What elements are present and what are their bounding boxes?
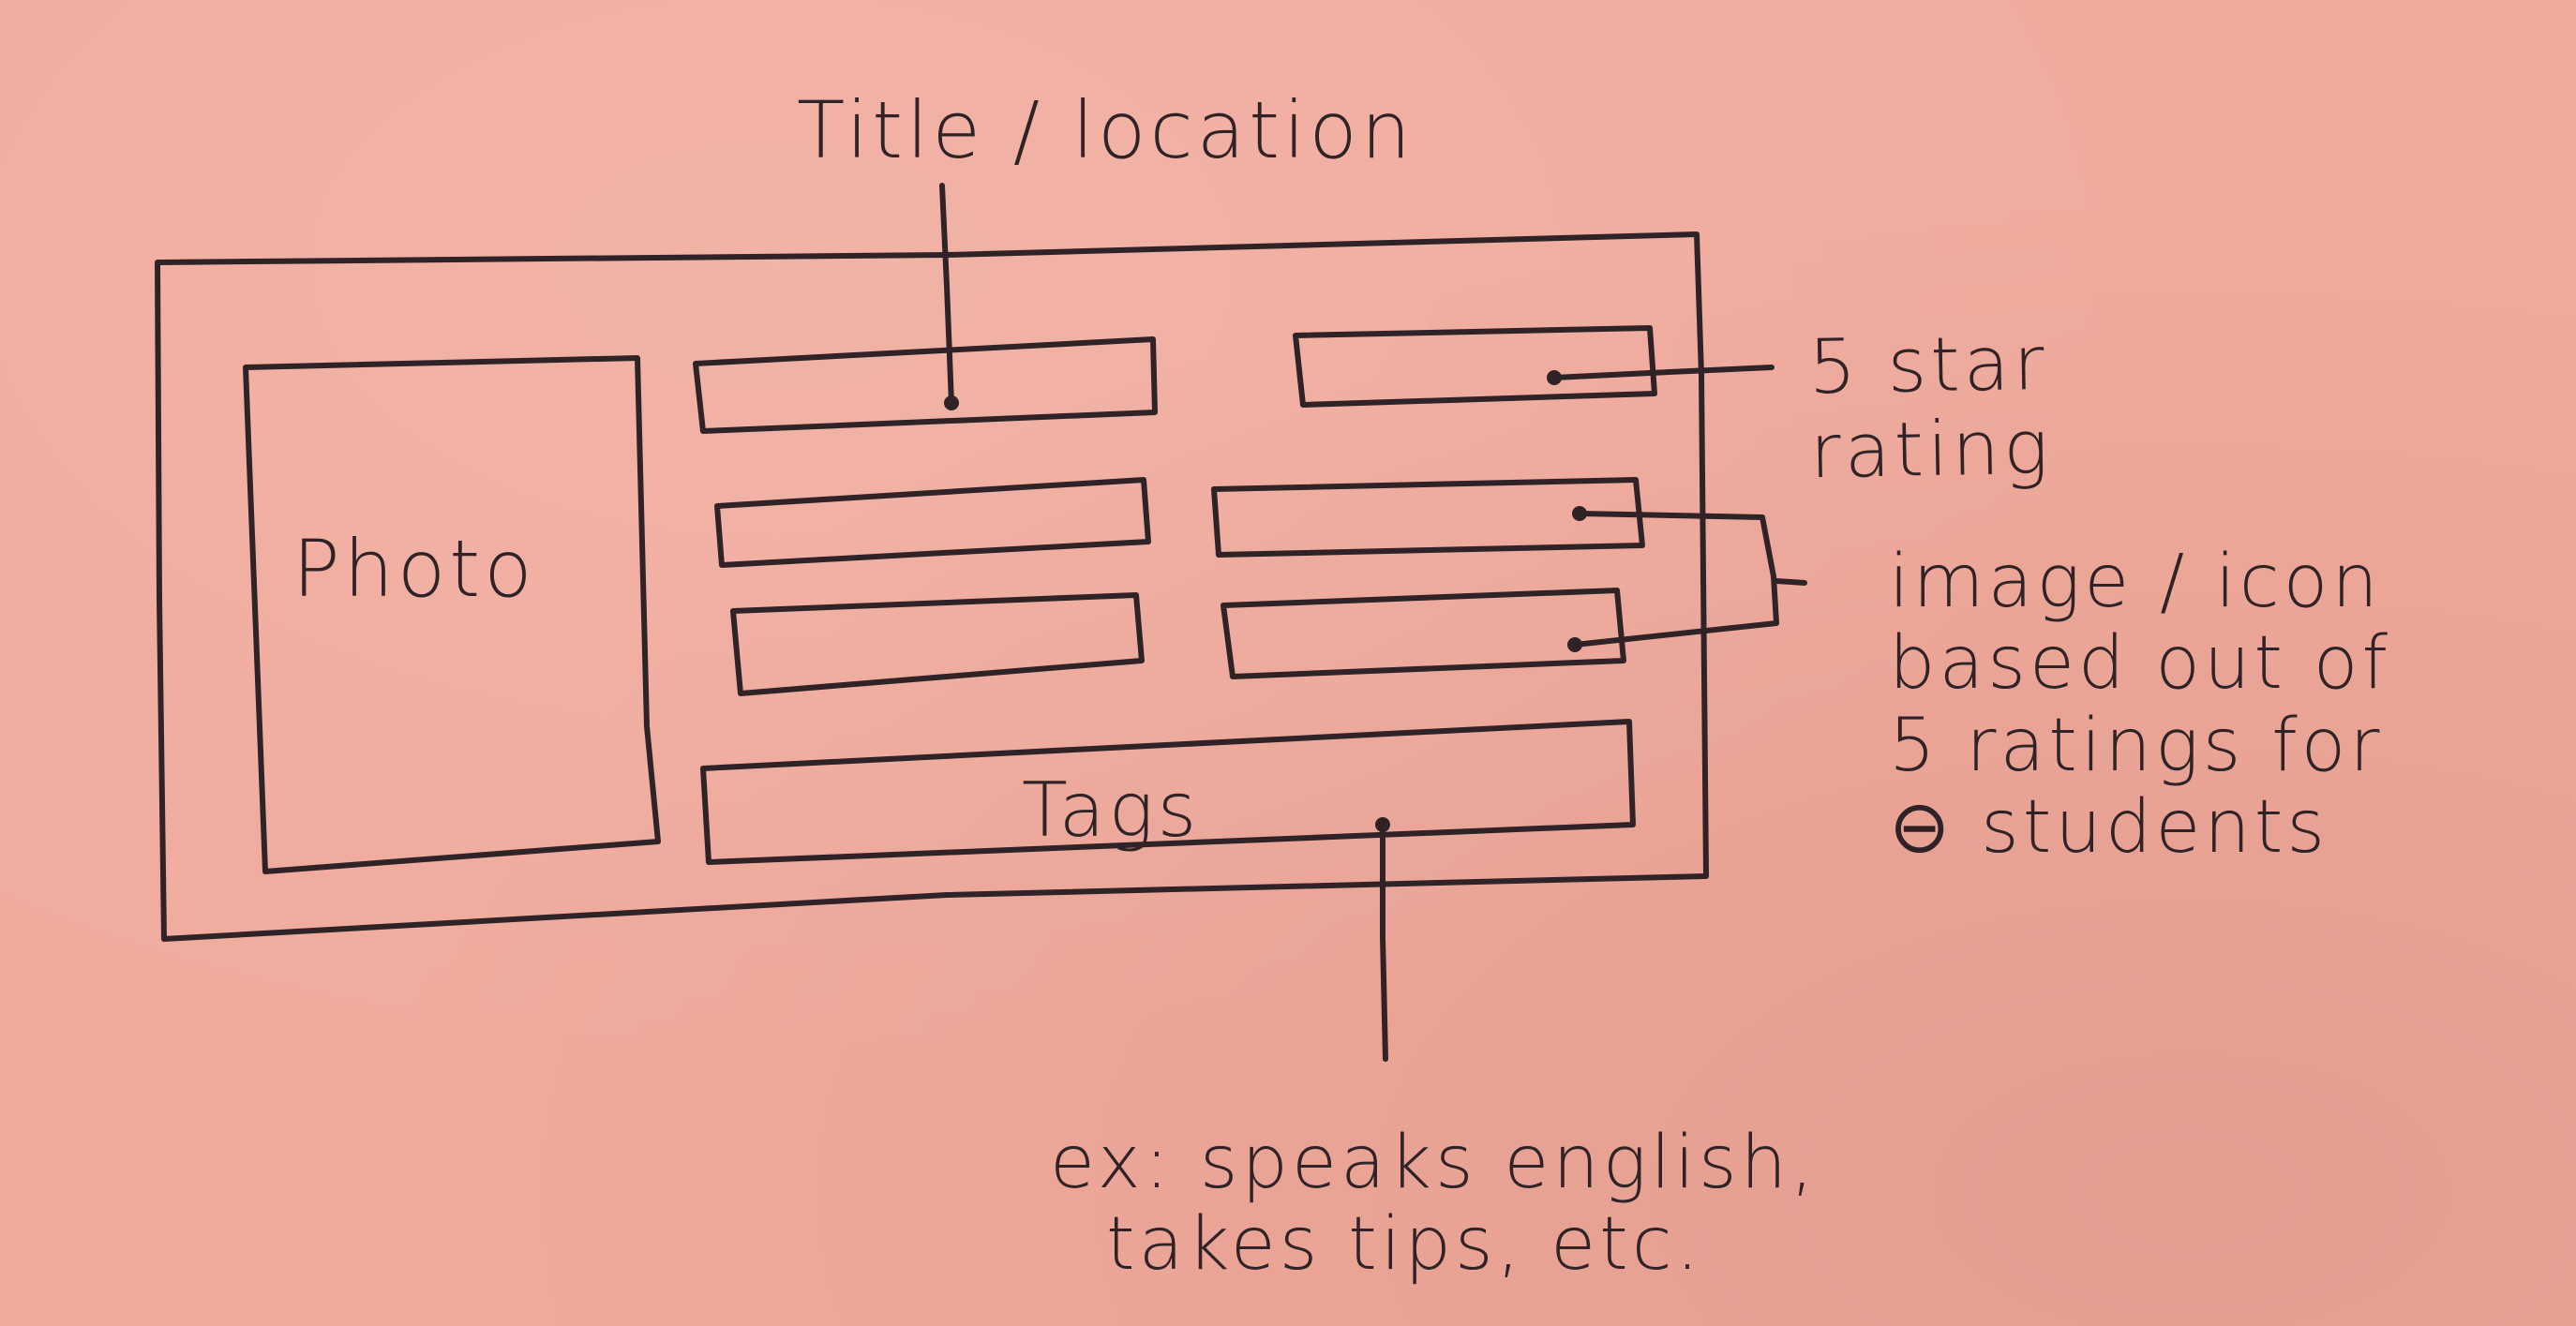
tags-pointer <box>1380 822 1388 1062</box>
icon-pointer-dot-2 <box>1567 637 1582 652</box>
rating-pointer-dot <box>1547 370 1562 385</box>
image-icon-line-3: 5 ratings for <box>1889 703 2384 788</box>
tags-example-line-2: takes tips, etc. <box>1106 1202 1703 1288</box>
icon-pointer-dot-1 <box>1572 506 1587 521</box>
image-icon-line-1: image / icon <box>1889 540 2382 624</box>
card-outline <box>155 231 1709 942</box>
title-location-label: Title / location <box>797 84 1415 176</box>
title-field <box>693 336 1158 434</box>
photo-label: Photo <box>292 523 536 615</box>
image-icon-label: image / icon based out of 5 ratings for … <box>1889 540 2391 871</box>
title-pointer-dot <box>944 395 959 410</box>
icon-bracket-stem <box>1774 578 1807 586</box>
five-star-rating-line-1: 5 star <box>1807 319 2049 411</box>
rating-field <box>1293 325 1657 408</box>
image-icon-line-4: ⊖ students <box>1889 785 2329 871</box>
icon-bracket <box>1572 511 1779 648</box>
tags-example-label: ex: speaks english, takes tips, etc. <box>1050 1121 1818 1288</box>
title-pointer <box>939 183 954 406</box>
image-icon-line-2: based out of <box>1889 621 2391 707</box>
five-star-rating-line-2: rating <box>1808 403 2053 495</box>
icon-field-1 <box>1211 477 1645 558</box>
rating-pointer <box>1551 365 1775 380</box>
five-star-rating-label: 5 star rating <box>1807 319 2053 495</box>
tags-field <box>700 719 1636 865</box>
info-field-left-1 <box>714 477 1151 568</box>
photo-box <box>243 355 661 874</box>
tags-label: Tags <box>1022 767 1201 854</box>
info-field-left-2 <box>730 592 1145 696</box>
icon-field-2 <box>1221 588 1626 679</box>
tags-pointer-dot <box>1375 817 1390 832</box>
tags-example-line-1: ex: speaks english, <box>1050 1121 1818 1205</box>
